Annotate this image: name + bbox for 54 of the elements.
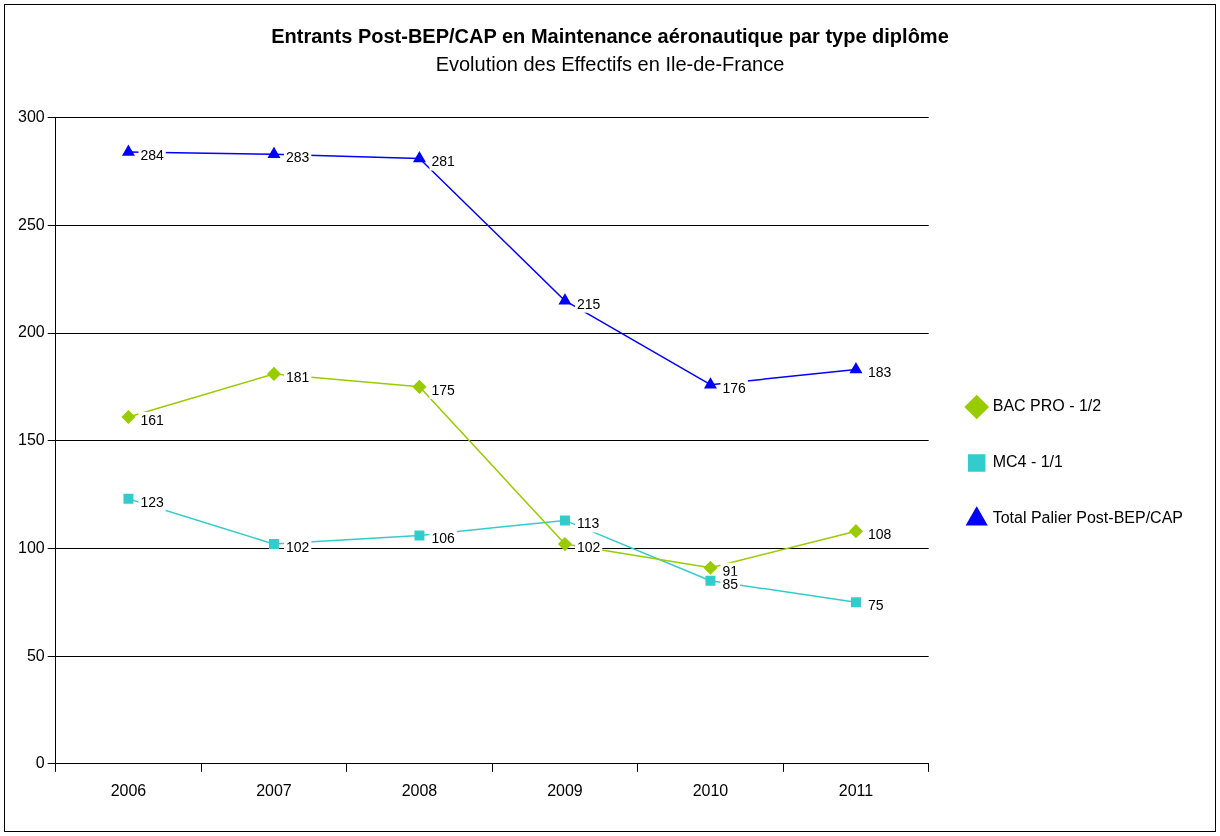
data-label: 102: [576, 538, 601, 555]
point: [123, 493, 134, 504]
x-tick-label: 2006: [110, 781, 147, 799]
point: [268, 539, 279, 550]
point: [412, 380, 427, 394]
legend-label: BAC PRO - 1/2: [992, 397, 1102, 415]
data-label: 108: [867, 526, 892, 543]
y-tick-label: 250: [17, 215, 45, 233]
point: [413, 151, 426, 163]
legend-label: MC4 - 1/1: [992, 453, 1064, 471]
point: [559, 293, 571, 305]
chart-subtitle: Evolution des Effectifs en Ile-de-France: [434, 53, 786, 76]
point: [850, 362, 862, 374]
data-label: 161: [140, 411, 165, 428]
point: [268, 147, 280, 158]
data-label: 283: [285, 149, 310, 166]
data-label: 175: [431, 381, 456, 398]
point: [267, 367, 281, 381]
x-tick-label: 2011: [838, 781, 874, 799]
point: [705, 575, 716, 586]
data-label: 85: [722, 575, 739, 592]
point: [850, 597, 861, 608]
point: [414, 530, 425, 541]
y-tick-label: 200: [17, 323, 45, 341]
data-label: 181: [285, 368, 310, 385]
point: [558, 537, 572, 551]
data-label: 123: [140, 493, 165, 510]
data-label: 113: [576, 515, 600, 532]
point: [849, 524, 863, 538]
data-label: 183: [867, 364, 892, 381]
y-tick-label: 300: [17, 108, 45, 126]
data-label: 106: [431, 530, 456, 547]
x-tick-label: 2008: [401, 781, 438, 799]
point: [121, 410, 136, 424]
data-label: 102: [285, 538, 310, 555]
x-tick-label: 2010: [692, 781, 729, 799]
chart-title: Entrants Post-BEP/CAP en Maintenance aéronautique par type diplôme: [270, 25, 950, 48]
y-tick-label: 100: [17, 538, 45, 556]
data-label: 176: [722, 379, 747, 396]
point: [704, 377, 717, 389]
legend-label: Total Palier Post-BEP/CAP: [992, 509, 1183, 527]
data-label: 91: [722, 562, 739, 579]
point: [703, 561, 718, 575]
data-label: 281: [431, 153, 456, 170]
point: [559, 515, 570, 526]
y-tick-label: 0: [35, 754, 45, 772]
data-label: 284: [140, 146, 165, 163]
y-tick-label: 150: [17, 431, 45, 449]
data-label: 215: [576, 295, 601, 312]
y-tick-label: 50: [26, 646, 45, 664]
x-tick-label: 2007: [256, 781, 292, 799]
data-label: 75: [867, 597, 884, 614]
x-tick-label: 2009: [547, 781, 583, 799]
point: [122, 145, 135, 156]
